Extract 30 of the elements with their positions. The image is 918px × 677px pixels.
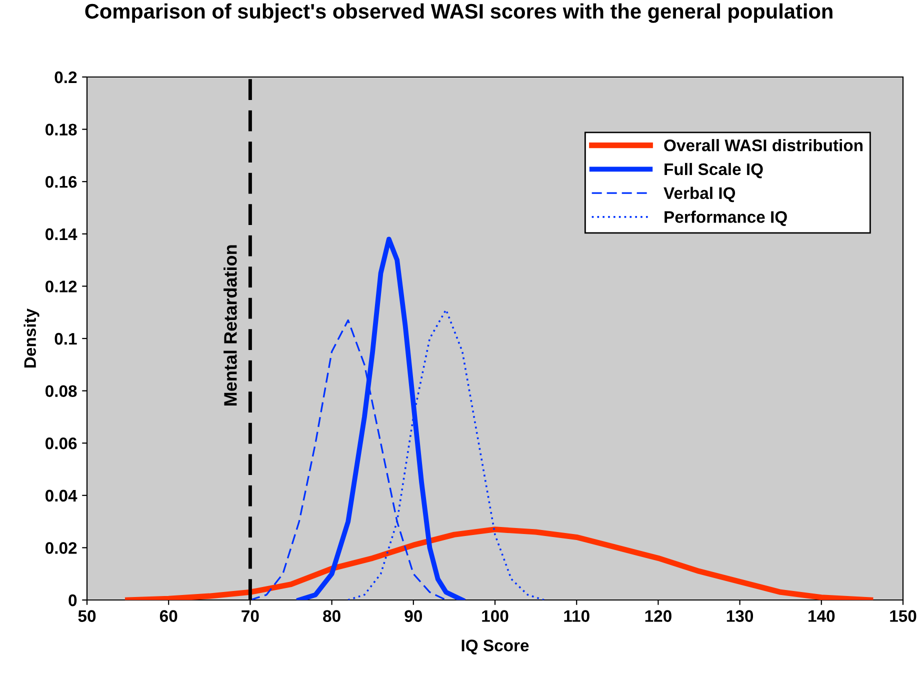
chart-title: Comparison of subject's observed WASI scores with the general population — [85, 3, 832, 23]
x-tick-label: 90 — [404, 610, 422, 622]
legend-label: Performance IQ — [664, 210, 787, 226]
x-tick-label: 130 — [726, 610, 754, 622]
x-tick-label: 80 — [323, 610, 340, 622]
x-tick-label: 50 — [78, 610, 96, 622]
y-axis-title: Density — [24, 308, 40, 368]
x-tick-label: 110 — [564, 610, 590, 622]
y-tick-label: 0.02 — [46, 542, 77, 554]
y-tick-label: 0.08 — [46, 385, 77, 398]
y-tick-label: 0.12 — [46, 280, 77, 292]
y-tick-label: 0.2 — [54, 71, 77, 84]
y-tick-label: 0.18 — [46, 124, 77, 136]
x-tick-label: 100 — [482, 610, 508, 622]
y-tick-label: 0.04 — [46, 490, 78, 502]
x-tick-label: 120 — [645, 610, 672, 622]
x-tick-label: 150 — [890, 610, 916, 622]
x-tick-label: 70 — [242, 610, 259, 622]
y-tick-label: 0.06 — [46, 438, 77, 450]
legend-label: Overall WASI distribution — [664, 139, 862, 152]
ref-line-label: Mental Retardation — [224, 245, 237, 406]
legend-label: Full Scale IQ — [664, 162, 763, 178]
x-tick-label: 60 — [160, 610, 178, 622]
x-tick-label: 140 — [808, 610, 835, 622]
legend-label: Verbal IQ — [664, 186, 736, 202]
y-tick-label: 0 — [68, 594, 77, 606]
y-tick-label: 0.16 — [46, 176, 77, 188]
x-axis-title: IQ Score — [462, 640, 529, 655]
y-tick-label: 0.1 — [54, 332, 77, 345]
y-tick-label: 0.14 — [46, 228, 78, 240]
